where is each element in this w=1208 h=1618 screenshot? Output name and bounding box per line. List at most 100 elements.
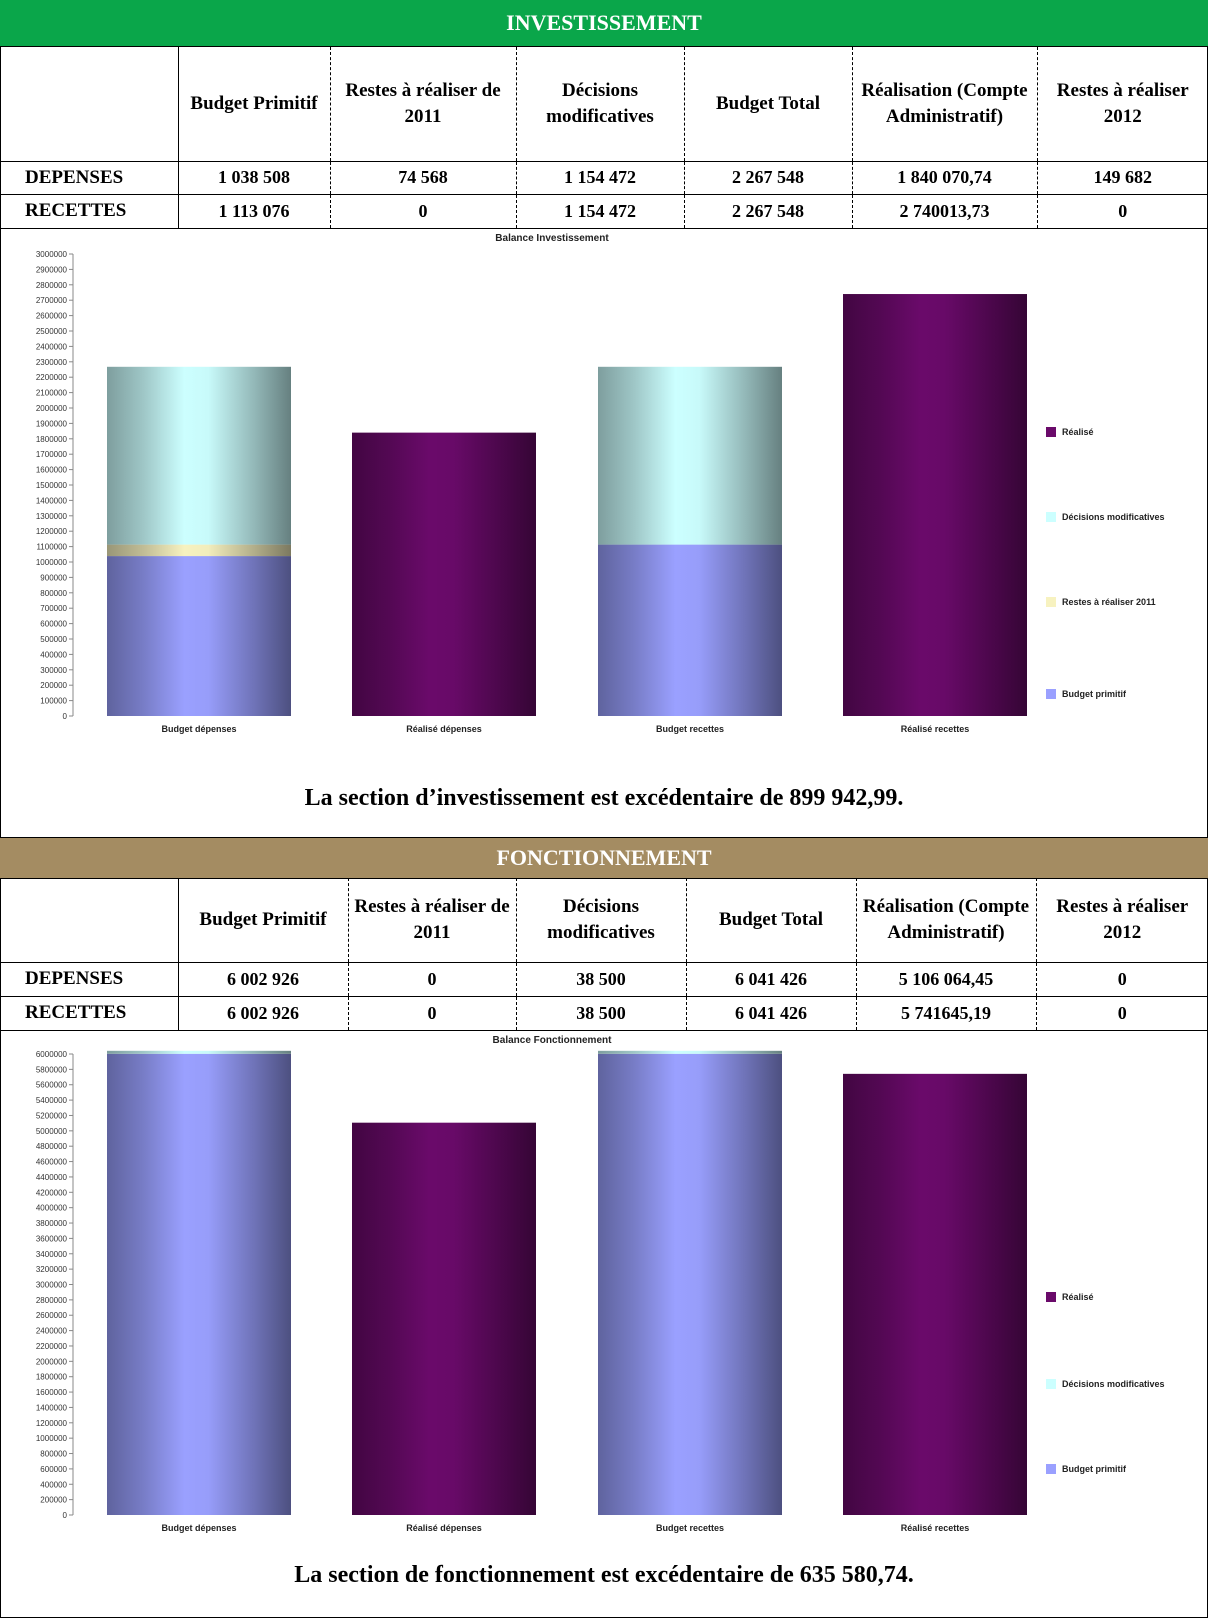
table-cell: 38 500 [515,996,686,1031]
table-cell: 2 740013,73 [851,194,1037,229]
y-tick-label: 2300000 [36,358,68,367]
header-cell: Restes à réaliser 2012 [1035,878,1208,963]
bar-budget-recettes-decisions-modificatives [598,1050,782,1054]
y-tick-label: 1500000 [36,481,68,490]
y-tick-label: 2700000 [36,296,68,305]
table-cell: 0 [347,962,516,997]
y-tick-label: 800000 [40,1450,67,1459]
row-label: RECETTES [0,194,178,229]
table-investissement: Budget Primitif Restes à réaliser de 201… [0,47,1208,229]
y-tick-label: 2400000 [36,342,68,351]
bar-realise-recettes-realise [843,294,1027,716]
y-tick-label: 0 [63,1511,68,1520]
y-tick-label: 1200000 [36,527,68,536]
table-cell: 0 [1036,194,1208,229]
table-row-recettes: RECETTES 6 002 926 0 38 500 6 041 426 5 … [0,996,1208,1031]
bar-budget-depenses-budget-primitif [107,556,291,716]
y-tick-label: 2000000 [36,404,68,413]
table-cell: 2 267 548 [683,161,852,195]
header-cell: Réalisation (Compte Administratif) [851,47,1037,162]
row-label: RECETTES [0,996,178,1031]
table-cell: 6 041 426 [685,962,856,997]
legend-swatch [1046,597,1056,607]
chart-balance-fonctionnement: Balance Fonctionnement 0 200000 400000 60000… [36,1035,1165,1533]
y-tick-label: 500000 [40,635,67,644]
y-tick-label: 6000000 [36,1050,68,1059]
bar-budget-recettes-budget-primitif [598,544,782,716]
y-tick-label: 5800000 [36,1065,68,1074]
y-tick-label: 4200000 [36,1188,68,1197]
y-tick-label: 5400000 [36,1096,68,1105]
table-cell: 5 741645,19 [855,996,1036,1031]
table-cell: 0 [1035,996,1208,1031]
y-tick-label: 1600000 [36,1388,68,1397]
y-tick-label: 2100000 [36,389,68,398]
y-tick-label: 5000000 [36,1127,68,1136]
y-tick-label: 1000000 [36,558,68,567]
y-tick-label: 2800000 [36,1296,68,1305]
header-cell: Restes à réaliser 2012 [1036,47,1208,162]
legend-swatch [1046,1379,1056,1389]
y-tick-label: 4800000 [36,1142,68,1151]
table-cell: 5 106 064,45 [855,962,1036,997]
bar-budget-depenses-budget-primitif [107,1053,291,1515]
y-tick-label: 3200000 [36,1265,68,1274]
table-cell: 2 267 548 [683,194,852,229]
y-tick-label: 1400000 [36,496,68,505]
y-tick-label: 2800000 [36,281,68,290]
bar-budget-depenses-decisions-modificatives [107,366,291,545]
y-tick-label: 400000 [40,1480,67,1489]
row-label: DEPENSES [0,962,178,997]
table-cell: 38 500 [515,962,686,997]
y-tick-label: 300000 [40,666,67,675]
legend-swatch [1046,512,1056,522]
header-cell [0,47,178,162]
legend-label: Décisions modificatives [1062,512,1165,522]
y-tick-label: 400000 [40,650,67,659]
y-tick-label: 1900000 [36,419,68,428]
table-cell: 1 154 472 [515,161,684,195]
header-cell: Décisions modificatives [515,47,684,162]
y-tick-label: 4000000 [36,1204,68,1213]
legend-swatch [1046,427,1056,437]
chart-balance-investissement: Balance Investissement 0 100000 200000 30000… [36,233,1165,734]
y-tick-label: 700000 [40,604,67,613]
y-tick-label: 200000 [40,1496,67,1505]
table-fonctionnement: Budget Primitif Restes à réaliser de 201… [0,878,1208,1031]
y-tick-label: 2900000 [36,265,68,274]
y-tick-label: 800000 [40,589,67,598]
x-tick-label: Budget recettes [656,724,724,734]
header-cell [0,878,178,963]
table-cell: 74 568 [329,161,516,195]
y-tick-label: 1800000 [36,435,68,444]
y-tick-label: 2200000 [36,1342,68,1351]
legend-swatch [1046,1292,1056,1302]
row-label: DEPENSES [0,161,178,195]
bar-realise-depenses-realise [352,1122,536,1515]
header-cell: Budget Primitif [177,47,330,162]
y-tick-label: 600000 [40,1465,67,1474]
y-tick-label: 1300000 [36,512,68,521]
header-cell: Restes à réaliser de 2011 [329,47,516,162]
bar-budget-depenses-restes-a-realiser-2011 [107,544,291,557]
legend-label: Restes à réaliser 2011 [1062,597,1156,607]
table-cell: 6 041 426 [685,996,856,1031]
y-tick-label: 2400000 [36,1327,68,1336]
legend-label: Budget primitif [1062,1464,1127,1474]
x-tick-label: Réalisé dépenses [406,724,482,734]
legend-swatch [1046,1464,1056,1474]
y-tick-label: 200000 [40,681,67,690]
header-cell: Décisions modificatives [515,878,686,963]
section-title-fonctionnement: FONCTIONNEMENT [0,837,1208,879]
conclusion-investissement: La section d’investissement est excédent… [304,785,904,811]
chart-title: Balance Investissement [495,233,609,244]
y-tick-label: 1600000 [36,466,68,475]
bar-budget-recettes-decisions-modificatives [598,366,782,545]
legend-swatch [1046,689,1056,699]
y-tick-label: 5600000 [36,1081,68,1090]
table-row-recettes: RECETTES 1 113 076 0 1 154 472 2 267 548… [0,194,1208,229]
y-tick-label: 3000000 [36,1281,68,1290]
y-tick-label: 1400000 [36,1403,68,1412]
bar-budget-recettes-budget-primitif [598,1053,782,1515]
header-cell: Budget Primitif [177,878,348,963]
